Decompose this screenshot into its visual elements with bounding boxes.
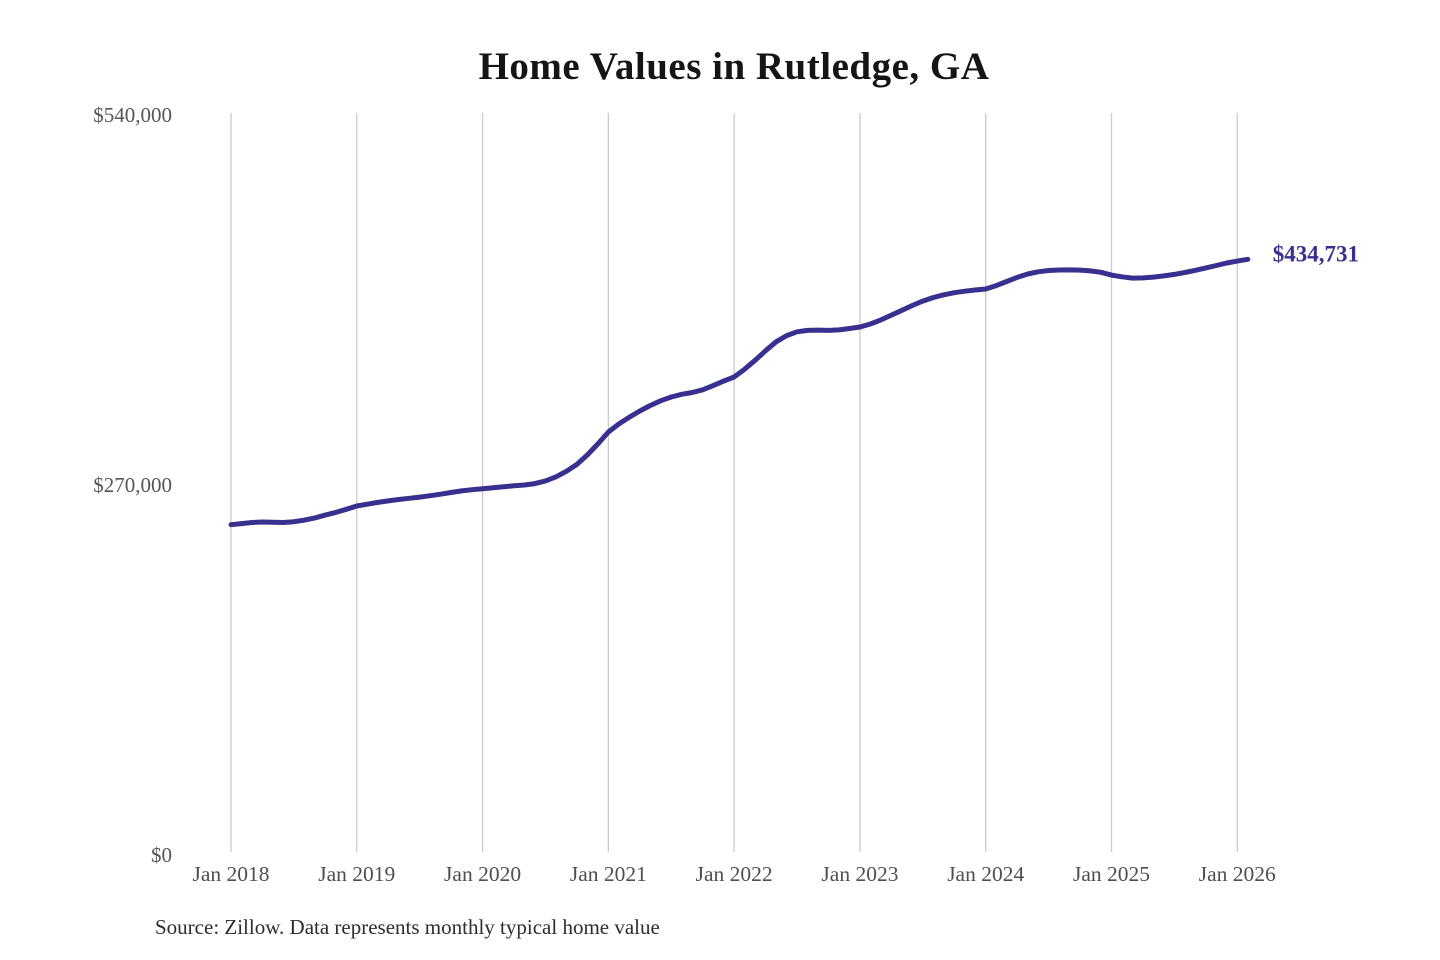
x-tick-label: Jan 2026 [1199, 862, 1276, 886]
x-tick-label: Jan 2021 [570, 862, 647, 886]
vertical-gridlines [230, 113, 1238, 852]
y-tick-label: $540,000 [93, 103, 172, 127]
x-tick-label: Jan 2024 [947, 862, 1024, 886]
y-tick-label: $0 [151, 843, 172, 867]
latest-value-label: $434,731 [1273, 241, 1359, 266]
x-tick-label: Jan 2023 [821, 862, 898, 886]
home-value-line [228, 256, 1251, 528]
y-tick-label: $270,000 [93, 473, 172, 497]
y-axis-tick-labels: $0 $270,000 $540,000 [93, 103, 172, 867]
source-note: Source: Zillow. Data represents monthly … [155, 915, 660, 939]
x-tick-label: Jan 2025 [1073, 862, 1150, 886]
x-tick-label: Jan 2020 [444, 862, 521, 886]
chart-title: Home Values in Rutledge, GA [478, 45, 990, 88]
x-axis-tick-labels: Jan 2018 Jan 2019 Jan 2020 Jan 2021 Jan 2022… [192, 862, 1276, 886]
x-tick-label: Jan 2018 [192, 862, 269, 886]
x-tick-label: Jan 2019 [318, 862, 395, 886]
x-tick-label: Jan 2022 [696, 862, 773, 886]
